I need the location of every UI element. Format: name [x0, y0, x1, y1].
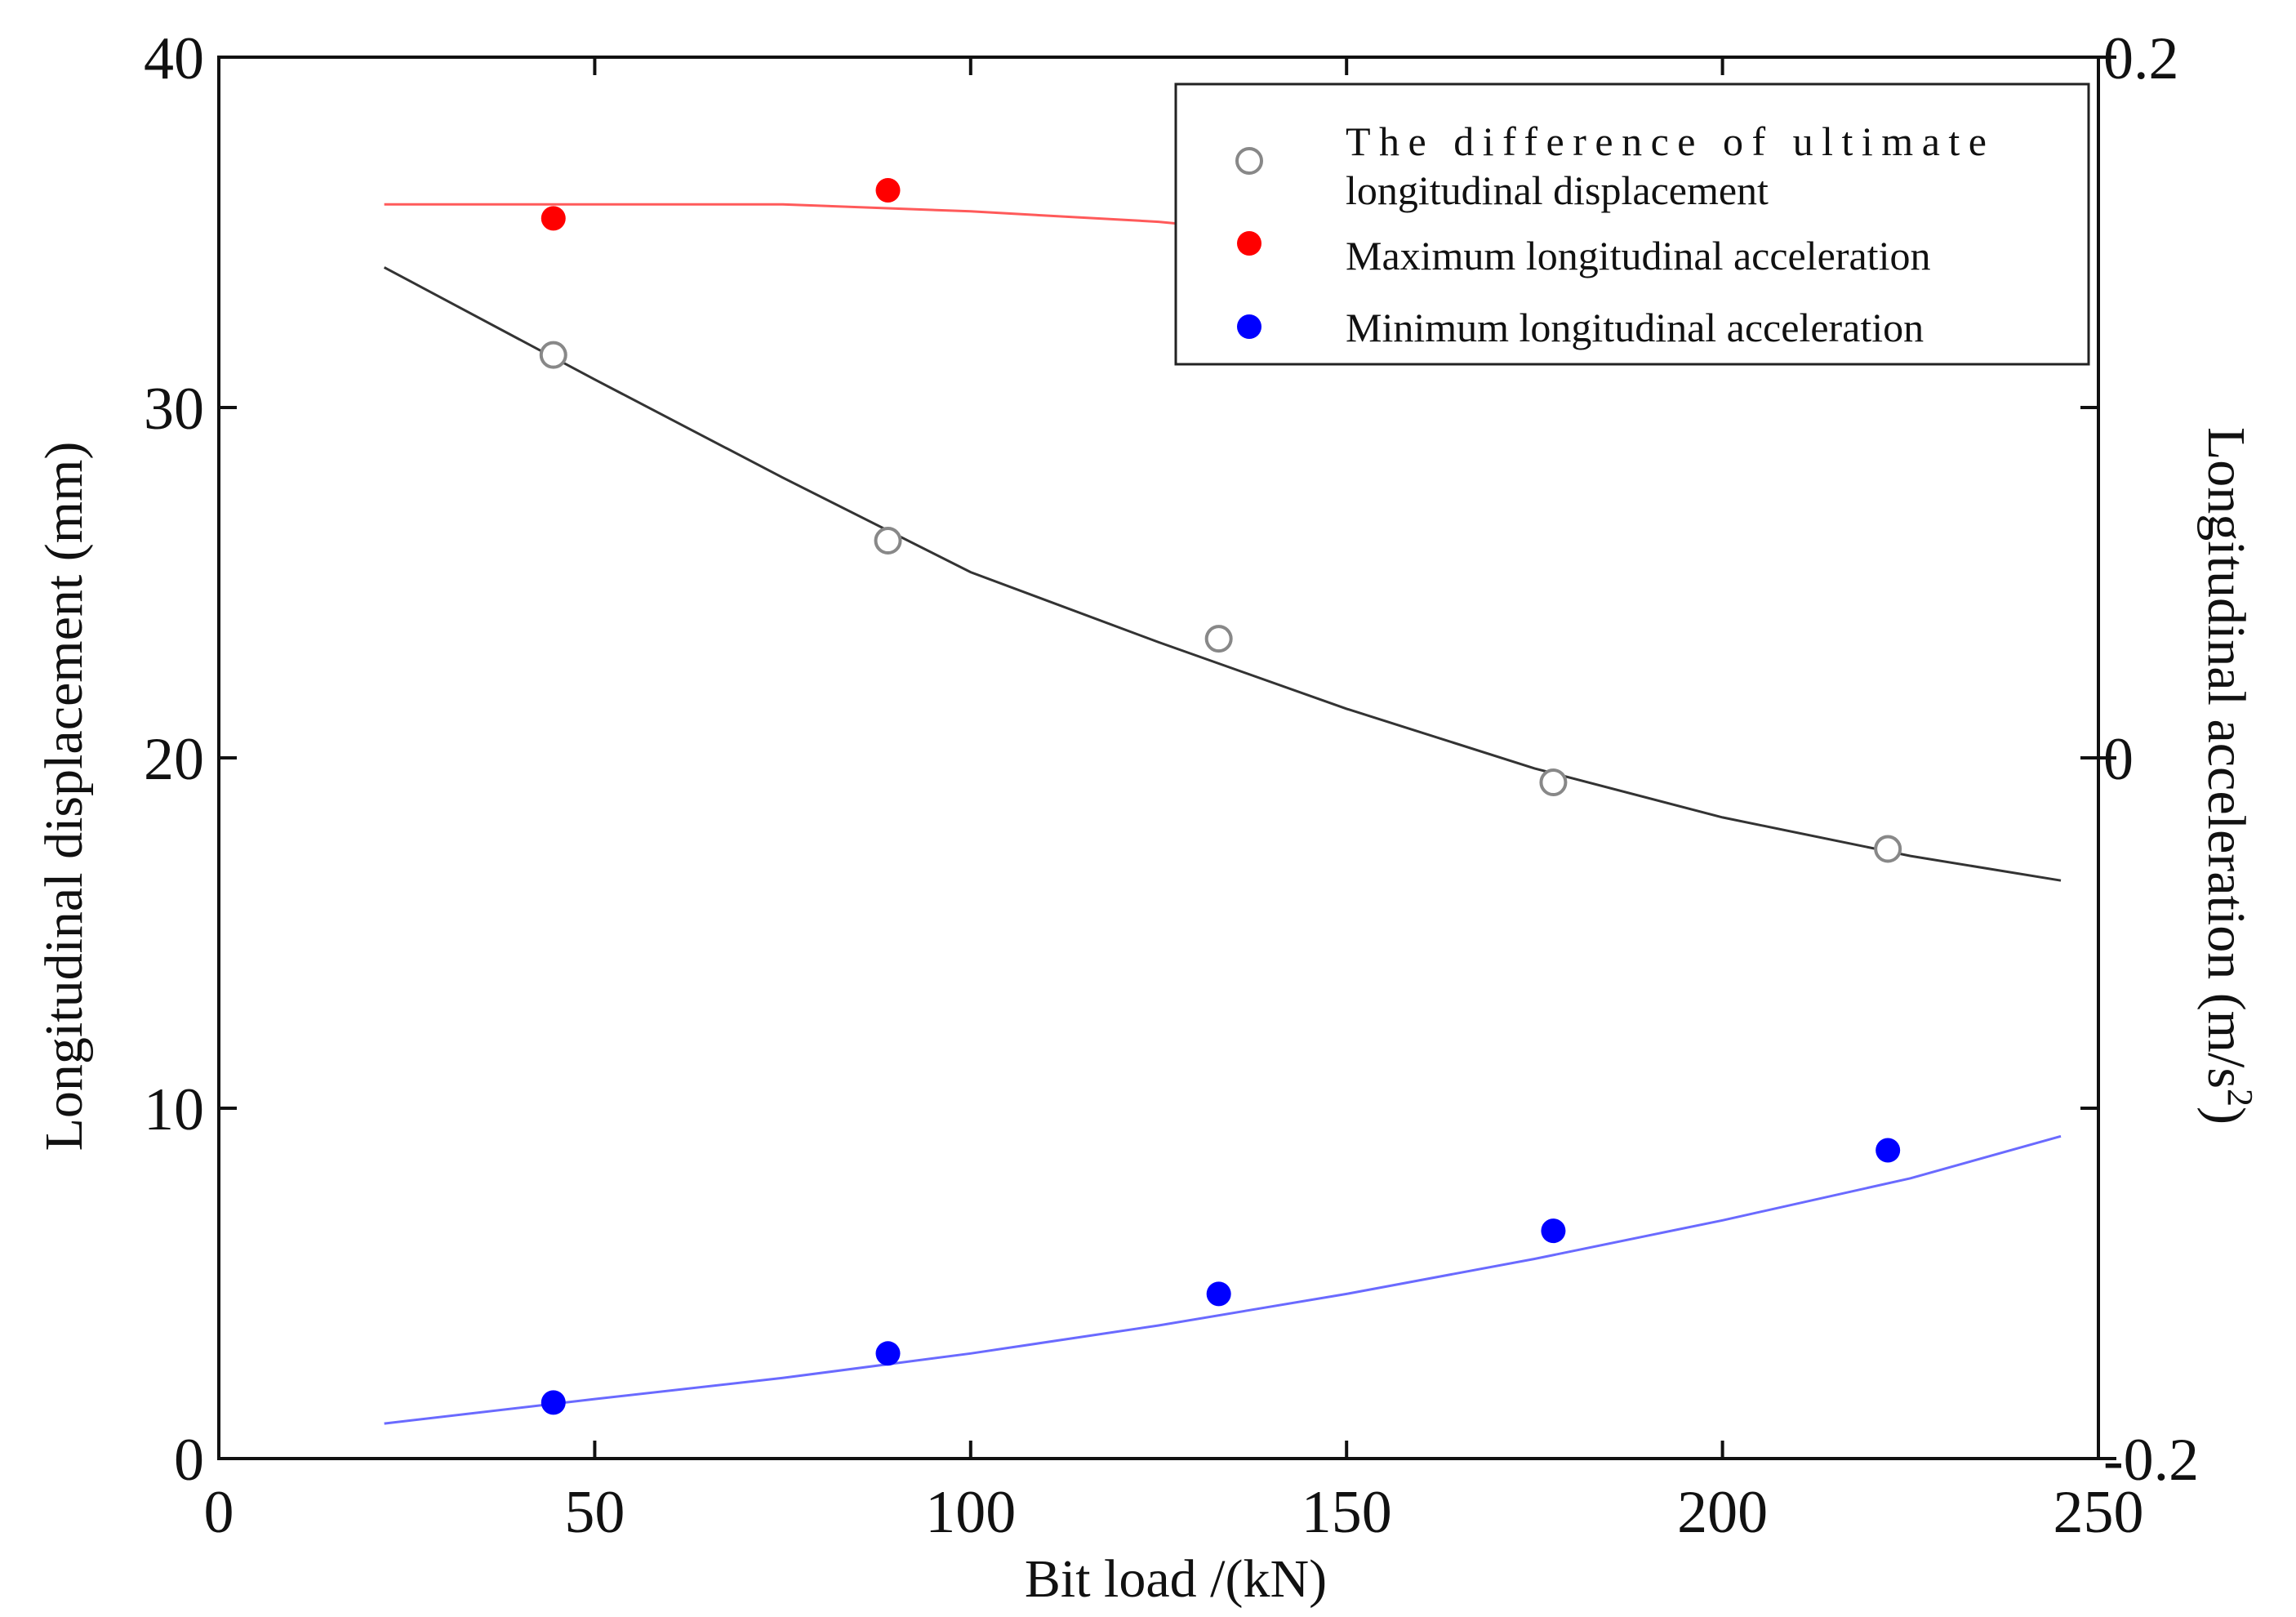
point-series-2-4: [1876, 1138, 1901, 1163]
point-series-0-2: [1204, 625, 1233, 653]
axis-ticks: 0 50 100 150 200 250 0 10 20 30 40 -0.2 0 0.2: [144, 25, 2199, 1546]
point-series-1-0: [541, 206, 566, 231]
legend: The difference of ultimate longitudinal …: [1174, 82, 2090, 366]
point-series-2-1: [875, 1341, 901, 1366]
point-series-1-1: [875, 178, 901, 203]
legend-marker-displacement: [1235, 147, 1263, 175]
legend-marker-min-acceleration: [1237, 314, 1261, 339]
fit-line-series-2: [384, 1134, 2062, 1425]
y-axis-right-title-end: ): [2196, 1107, 2256, 1125]
fit-line-series-0: [383, 266, 2062, 882]
y-axis-right-title-main: Longitudinal acceleration (m/s: [2196, 427, 2256, 1089]
x-tick-label-250: 250: [2053, 1479, 2144, 1546]
point-series-2-0: [541, 1390, 566, 1415]
y-left-tick-label-30: 30: [144, 376, 204, 443]
x-tick-label-100: 100: [925, 1479, 1016, 1546]
y-right-tick-label--0.2: -0.2: [2103, 1427, 2199, 1494]
legend-label-displacement-line1: The difference of ultimate: [1346, 118, 1987, 164]
y-axis-right-title: Longitudinal acceleration (m/s2): [2196, 427, 2261, 1125]
x-tick-label-150: 150: [1302, 1479, 1392, 1546]
point-series-0-0: [539, 341, 567, 369]
x-axis-title: Bit load /(kN): [1025, 1549, 1327, 1609]
point-series-0-3: [1539, 768, 1568, 797]
legend-box: [1174, 82, 2090, 366]
x-tick-label-0: 0: [204, 1479, 234, 1546]
legend-label-max-acceleration: Maximum longitudinal acceleration: [1346, 233, 1930, 278]
y-axis-right-title-sup: 2: [2221, 1089, 2261, 1107]
y-left-tick-label-20: 20: [144, 726, 204, 793]
fit-lines: [383, 203, 2062, 1425]
y-left-tick-label-0: 0: [174, 1427, 204, 1494]
point-series-0-4: [1874, 835, 1902, 863]
legend-marker-max-acceleration: [1237, 231, 1261, 256]
legend-label-min-acceleration: Minimum longitudinal acceleration: [1346, 305, 1924, 350]
x-tick-label-50: 50: [564, 1479, 625, 1546]
y-right-tick-label-0: 0: [2103, 726, 2134, 793]
point-series-2-3: [1541, 1218, 1566, 1244]
legend-label-displacement-line2: longitudinal displacement: [1346, 167, 1769, 213]
point-series-2-2: [1206, 1281, 1231, 1307]
x-tick-label-200: 200: [1677, 1479, 1768, 1546]
y-axis-left-title: Longitudinal displacement (mm): [34, 442, 94, 1152]
y-right-tick-label-0.2: 0.2: [2103, 25, 2179, 92]
point-series-0-1: [874, 527, 902, 555]
y-left-tick-label-10: 10: [144, 1076, 204, 1143]
y-left-tick-label-40: 40: [144, 25, 204, 92]
